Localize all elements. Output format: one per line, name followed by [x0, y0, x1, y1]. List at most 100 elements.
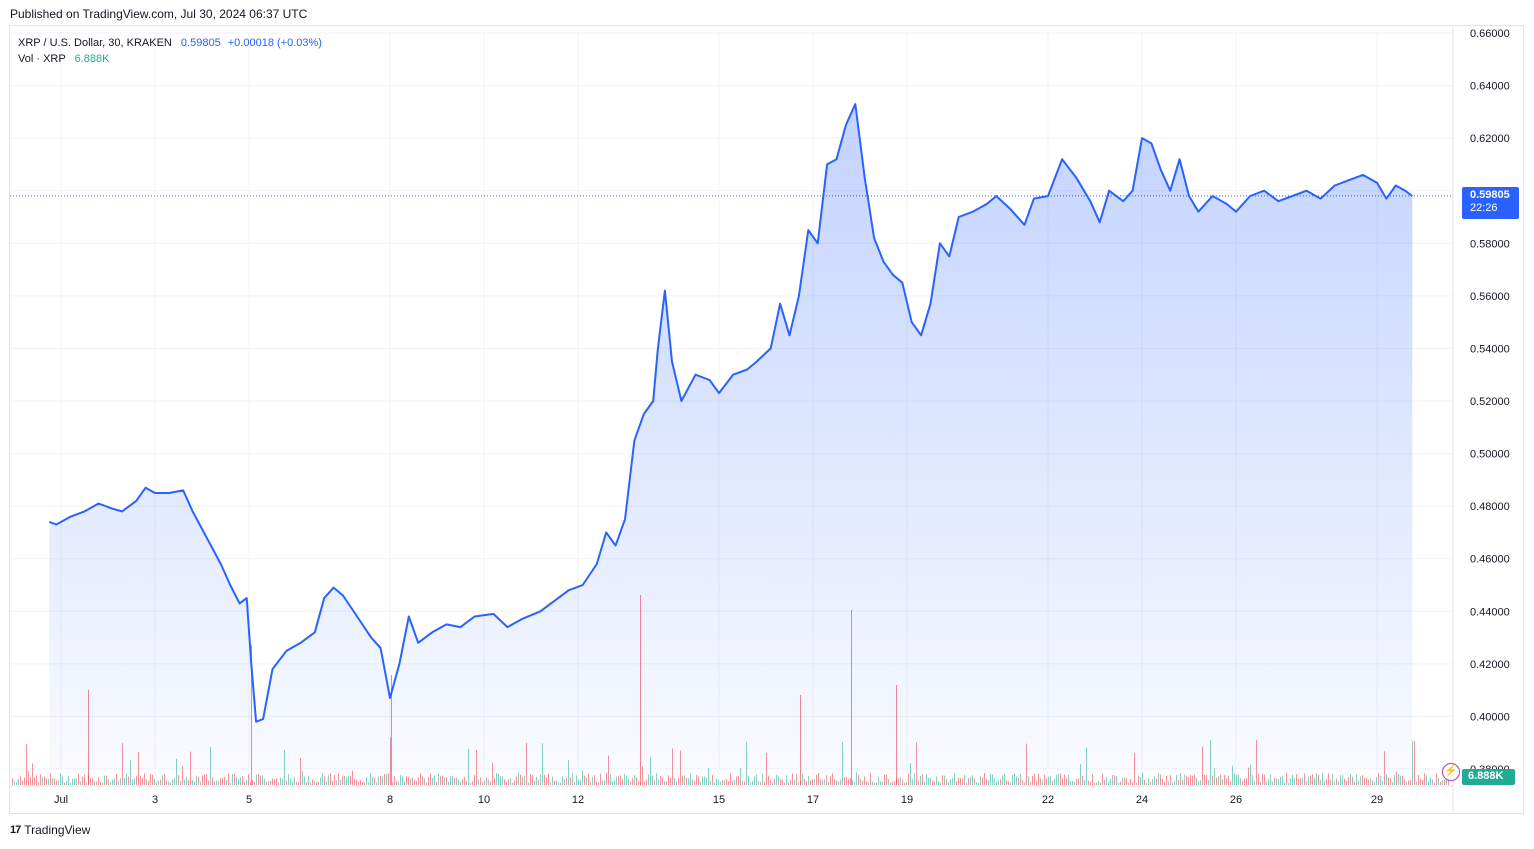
volume-bar — [1032, 775, 1033, 785]
volume-bar — [876, 782, 877, 785]
volume-bar — [574, 781, 575, 785]
volume-bar — [264, 778, 265, 785]
volume-bar — [416, 781, 417, 785]
volume-bar — [562, 776, 563, 785]
volume-bar — [116, 773, 117, 785]
volume-bar — [58, 780, 59, 785]
volume-bar — [1280, 776, 1281, 785]
volume-bar — [1260, 781, 1261, 785]
volume-bar — [1104, 779, 1105, 785]
volume-bar — [1128, 782, 1129, 785]
volume-bar — [344, 775, 345, 785]
volume-bar — [1422, 780, 1423, 785]
volume-bar — [294, 777, 295, 785]
volume-bar — [498, 773, 499, 785]
volume-bar — [212, 777, 213, 785]
volume-bar — [1112, 774, 1113, 785]
volume-bar — [824, 779, 825, 785]
volume-bar — [84, 774, 85, 785]
volume-bar — [1440, 781, 1441, 785]
volume-bar — [620, 775, 621, 785]
volume-bar — [816, 774, 817, 785]
volume-bar — [280, 777, 281, 785]
volume-bar — [1448, 780, 1449, 785]
volume-bar — [598, 782, 599, 785]
volume-bar — [628, 779, 629, 785]
volume-bar — [796, 774, 797, 785]
volume-bar — [140, 776, 141, 785]
volume-bar — [98, 776, 99, 785]
volume-bar — [936, 776, 937, 785]
volume-bar — [132, 779, 133, 785]
volume-bar — [1398, 773, 1399, 785]
volume-bar — [950, 779, 951, 785]
volume-bar — [1186, 775, 1187, 785]
lightning-icon[interactable]: ⚡ — [1442, 763, 1460, 781]
volume-bar — [336, 780, 337, 785]
volume-bar — [1270, 774, 1271, 785]
volume-bar — [910, 763, 911, 785]
volume-bar — [90, 778, 91, 785]
volume-bar — [1020, 773, 1021, 785]
volume-bar — [1330, 779, 1331, 785]
volume-bar — [270, 780, 271, 785]
volume-bar — [1190, 775, 1191, 785]
volume-bar — [826, 774, 827, 785]
volume-bar — [616, 776, 617, 785]
volume-bar — [966, 782, 967, 785]
volume-bar — [500, 776, 501, 785]
volume-bar — [1008, 781, 1009, 785]
volume-bar — [1420, 779, 1421, 785]
volume-bar — [1074, 781, 1075, 785]
volume-bar — [358, 781, 359, 785]
volume-bar — [306, 782, 307, 785]
volume-bar — [1078, 778, 1079, 785]
volume-bar — [1054, 778, 1055, 785]
x-tick-label: 3 — [152, 794, 158, 806]
y-tick-label: 0.58000 — [1470, 238, 1510, 250]
volume-bar — [110, 782, 111, 785]
volume-bar — [1126, 777, 1127, 785]
volume-bar — [474, 775, 475, 785]
volume-bar — [564, 779, 565, 785]
volume-bar — [1278, 779, 1279, 785]
y-tick-label: 0.46000 — [1470, 554, 1510, 566]
volume-bar — [256, 774, 257, 785]
volume-bar — [1284, 782, 1285, 785]
volume-bar — [274, 779, 275, 785]
volume-bar — [1286, 773, 1287, 785]
legend: XRP / U.S. Dollar, 30, KRAKEN 0.59805 +0… — [18, 35, 322, 67]
volume-bar — [114, 778, 115, 785]
volume-bar — [1136, 782, 1137, 785]
volume-bar — [144, 773, 145, 785]
chart-frame[interactable] — [9, 25, 1524, 814]
volume-bar — [1146, 782, 1147, 785]
volume-bar — [1142, 773, 1143, 785]
volume-bar — [664, 781, 665, 785]
volume-bar — [732, 780, 733, 785]
volume-bar — [568, 759, 569, 785]
volume-bar — [1410, 780, 1411, 785]
volume-bar — [1188, 776, 1189, 785]
volume-bar — [478, 779, 479, 785]
volume-bar — [1024, 782, 1025, 785]
volume-badge: 6.888K — [1462, 769, 1515, 785]
volume-bar — [756, 774, 757, 785]
volume-bar — [794, 779, 795, 785]
volume-bar — [268, 780, 269, 785]
volume-bar — [612, 781, 613, 785]
volume-bar — [334, 775, 335, 785]
volume-bar — [14, 780, 15, 785]
x-tick-label: 26 — [1230, 794, 1242, 806]
volume-bar — [432, 777, 433, 785]
volume-bar — [472, 781, 473, 785]
volume-bar — [342, 775, 343, 785]
y-tick-label: 0.50000 — [1470, 449, 1510, 461]
volume-bar — [866, 781, 867, 785]
volume-bar — [504, 779, 505, 785]
volume-bar — [836, 780, 837, 785]
volume-bar — [684, 775, 685, 785]
volume-bar — [932, 780, 933, 785]
footer-brand[interactable]: TradingView — [24, 823, 91, 837]
